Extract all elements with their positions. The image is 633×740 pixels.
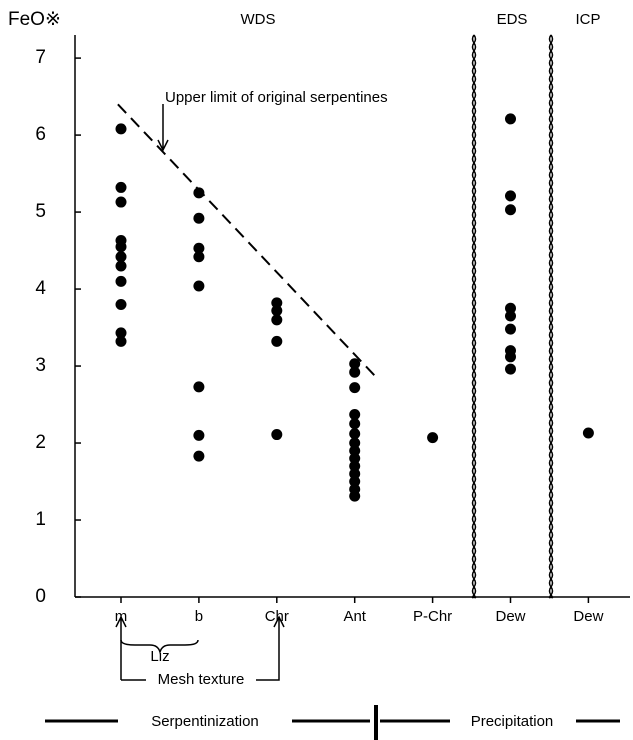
point: [193, 429, 205, 441]
point: [349, 468, 361, 480]
point: [349, 437, 361, 449]
divider: [471, 34, 475, 599]
y-tick-label: 3: [35, 355, 46, 376]
point: [115, 181, 127, 193]
section-label: WDS: [241, 11, 276, 28]
process-label: Serpentinization: [151, 713, 259, 730]
point: [271, 314, 283, 326]
point: [349, 428, 361, 440]
point: [193, 187, 205, 199]
point: [193, 251, 205, 263]
point: [193, 280, 205, 292]
annotation: Liz: [150, 648, 169, 665]
y-tick-label: 5: [35, 201, 46, 222]
x-tick-label: Ant: [343, 608, 366, 625]
x-tick-label: Chr: [265, 608, 289, 625]
point: [115, 327, 127, 339]
point: [271, 297, 283, 309]
point: [349, 366, 361, 378]
point: [505, 310, 516, 322]
x-tick-label: P-Chr: [413, 608, 452, 625]
x-tick-label: Dew: [495, 608, 525, 625]
point: [115, 196, 127, 208]
section-label: ICP: [575, 11, 600, 28]
arrow: [157, 104, 169, 152]
y-tick-label: 0: [35, 586, 46, 607]
point: [505, 113, 516, 125]
point: [505, 204, 516, 216]
divider: [550, 34, 554, 599]
y-tick-label: 4: [35, 278, 46, 299]
point: [115, 123, 127, 135]
point: [505, 351, 516, 363]
point: [582, 427, 594, 439]
point: [115, 298, 127, 310]
point: [505, 190, 516, 202]
point: [349, 358, 361, 370]
point: [505, 302, 516, 314]
x-tick-label: m: [115, 608, 128, 625]
x-tick-label: Dew: [573, 608, 603, 625]
upper-limit-line: [117, 103, 378, 379]
point: [271, 429, 283, 441]
x-tick-label: b: [195, 608, 203, 625]
section-label: EDS: [497, 11, 528, 28]
point: [505, 363, 516, 375]
point: [427, 432, 439, 444]
point: [115, 335, 127, 347]
y-tick-label: 1: [35, 509, 46, 530]
point: [349, 460, 361, 472]
annotation: Upper limit of original serpentines: [165, 89, 388, 106]
y-axis-label: FeO※: [8, 9, 61, 30]
arrow: [115, 615, 285, 681]
point: [115, 260, 127, 272]
point: [193, 450, 205, 462]
annotation: Mesh texture: [158, 671, 245, 688]
divider: [473, 34, 477, 599]
y-tick-label: 7: [35, 47, 46, 68]
point: [115, 275, 127, 287]
point: [115, 251, 127, 263]
point: [271, 305, 283, 317]
point: [349, 452, 361, 464]
point: [349, 382, 361, 394]
point: [349, 418, 361, 430]
point: [349, 490, 361, 502]
y-tick-label: 2: [35, 432, 46, 453]
divider: [548, 34, 552, 599]
point: [115, 241, 127, 253]
point: [349, 476, 361, 488]
point: [349, 409, 361, 421]
y-tick-label: 6: [35, 124, 46, 145]
point: [193, 212, 205, 224]
point: [193, 381, 205, 393]
bracket: [120, 639, 199, 655]
process-label: Precipitation: [471, 713, 554, 730]
point: [349, 445, 361, 457]
point: [505, 323, 516, 335]
point: [271, 335, 283, 347]
point: [193, 242, 205, 254]
